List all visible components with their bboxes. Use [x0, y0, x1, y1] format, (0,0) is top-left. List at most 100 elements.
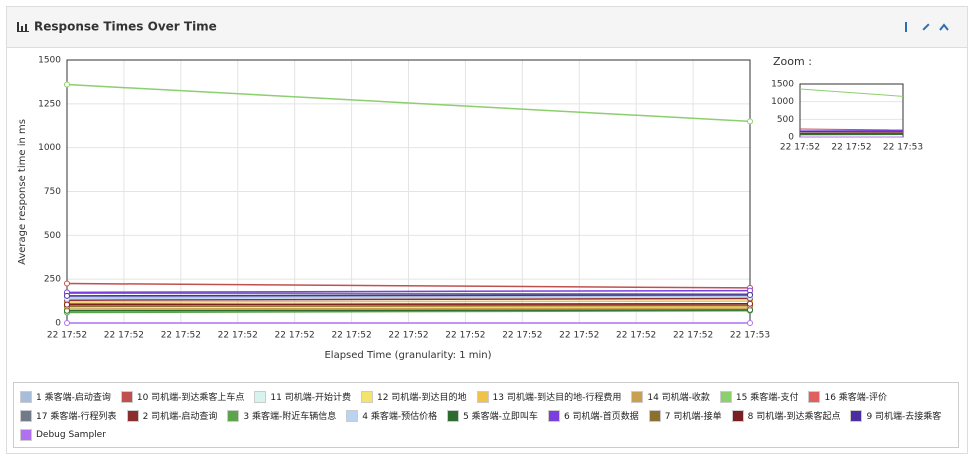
x-tick-label: 22 17:52 — [616, 331, 656, 341]
point — [64, 81, 70, 88]
legend-label: 1 乘客端-启动查询 — [36, 393, 111, 403]
y-tick-label: 1250 — [38, 99, 61, 109]
series-line — [66, 295, 751, 300]
legend-label: 12 司机端-到达目的地 — [376, 393, 467, 403]
legend-item[interactable]: 5 乘客端-立即叫车 — [447, 409, 538, 422]
series-line — [66, 304, 751, 308]
zoom-title: Zoom : — [773, 55, 812, 68]
legend-item[interactable]: 12 司机端-到达目的地 — [360, 390, 467, 403]
x-tick-label: 22 17:52 — [104, 331, 144, 341]
x-axis-label: Elapsed Time (granularity: 1 min) — [324, 350, 491, 361]
legend-swatch — [126, 409, 139, 422]
legend-swatch — [20, 428, 32, 441]
legend-item[interactable]: 13 司机端-到达目的地-行程费用 — [476, 390, 622, 403]
legend-item[interactable]: 1 乘客端-启动查询 — [20, 390, 111, 403]
x-tick-label: 22 17:52 — [388, 331, 428, 341]
legend-swatch — [447, 409, 460, 422]
x-tick-label: 22 17:52 — [502, 331, 542, 341]
legend-item[interactable]: 2 司机端-启动查询 — [126, 409, 218, 422]
legend-item[interactable]: 14 司机端-收款 — [631, 390, 710, 403]
series-line — [799, 128, 904, 131]
legend-swatch — [360, 390, 373, 403]
series-line — [66, 282, 751, 289]
y-tick-label: 1500 — [771, 80, 794, 90]
legend-label: 8 司机端-到达乘客起点 — [747, 412, 841, 422]
legend-swatch — [476, 390, 489, 403]
legend-swatch — [254, 390, 267, 403]
chart: Response Times Over Time Zoom : Average … — [17, 20, 949, 361]
x-tick-label: 22 17:52 — [47, 331, 87, 341]
series-line — [66, 292, 751, 295]
legend-item[interactable]: 11 司机端-开始计费 — [254, 390, 351, 403]
series-line — [66, 289, 751, 294]
legend-label: 7 司机端-接单 — [664, 412, 722, 422]
legend-item[interactable]: 7 司机端-接单 — [648, 409, 722, 422]
series-line — [66, 300, 751, 303]
legend-swatch — [850, 409, 863, 422]
x-tick-label: 22 17:52 — [161, 331, 201, 341]
legend-item[interactable]: 15 乘客端-支付 — [719, 390, 799, 403]
y-tick-label: 1000 — [771, 97, 794, 107]
legend-swatch — [346, 409, 359, 422]
y-tick-label: 250 — [44, 275, 61, 285]
legend-item[interactable]: 3 乘客端-附近车辆信息 — [227, 409, 336, 422]
legend-swatch — [731, 409, 744, 422]
point — [747, 300, 753, 307]
legend-item[interactable]: 6 司机端-首页数据 — [547, 409, 639, 422]
series-line — [66, 297, 751, 301]
legend-label: 6 司机端-首页数据 — [563, 412, 639, 422]
y-tick-label: 750 — [44, 187, 61, 197]
legend-label: 2 司机端-启动查询 — [142, 412, 218, 422]
panel-tools[interactable] — [905, 22, 949, 32]
panel-header — [7, 7, 967, 48]
x-tick-label: 22 17:52 — [780, 143, 820, 153]
y-tick-label: 1000 — [38, 143, 61, 153]
point — [64, 320, 70, 326]
point — [747, 118, 753, 125]
legend-item[interactable]: 4 乘客端-预估价格 — [346, 409, 437, 422]
point — [64, 280, 70, 287]
x-tick-label: 22 17:53 — [883, 143, 923, 153]
series-line — [66, 294, 751, 297]
legend: 1 乘客端-启动查询 10 司机端-到达乘客上车点 11 司机端-开始计费 12 司机… — [13, 382, 959, 448]
legend-label: Debug Sampler — [36, 429, 106, 440]
legend-label: 14 司机端-收款 — [647, 393, 710, 403]
legend-swatch — [547, 409, 560, 422]
legend-label: 4 乘客端-预估价格 — [362, 412, 438, 422]
legend-swatch — [631, 390, 644, 403]
legend-label: 9 司机端-去接乘客 — [866, 412, 942, 422]
y-tick-label: 1500 — [38, 56, 61, 66]
y-axis-label: Average response time in ms — [17, 119, 28, 265]
legend-label: 13 司机端-到达目的地-行程费用 — [492, 393, 622, 403]
x-tick-label: 22 17:52 — [559, 331, 599, 341]
point — [747, 320, 753, 326]
series-line — [799, 88, 904, 97]
legend-swatch — [719, 390, 732, 403]
y-tick-label: 500 — [777, 115, 794, 125]
legend-item[interactable]: Debug Sampler — [20, 428, 106, 441]
point — [64, 292, 70, 299]
legend-item[interactable]: 10 司机端-到达乘客上车点 — [120, 390, 245, 403]
point — [747, 291, 753, 298]
legend-item[interactable]: 9 司机端-去接乘客 — [850, 409, 941, 422]
point — [64, 301, 70, 308]
chart-title: Response Times Over Time — [34, 20, 217, 34]
legend-label: 10 司机端-到达乘客上车点 — [136, 393, 245, 403]
legend-swatch — [808, 390, 821, 403]
series-line — [66, 83, 751, 123]
x-tick-label: 22 17:52 — [673, 331, 713, 341]
legend-label: 15 乘客端-支付 — [735, 393, 799, 403]
legend-item[interactable]: 17 乘客端-行程列表 — [20, 409, 117, 422]
y-tick-label: 0 — [788, 133, 794, 143]
legend-swatch — [227, 409, 240, 422]
series-line — [66, 307, 751, 310]
x-tick-label: 22 17:52 — [218, 331, 258, 341]
x-tick-label: 22 17:52 — [831, 143, 871, 153]
panel — [6, 6, 968, 454]
legend-item[interactable]: 16 乘客端-评价 — [808, 390, 887, 403]
legend-item[interactable]: 8 司机端-到达乘客起点 — [731, 409, 841, 422]
legend-swatch — [20, 390, 32, 403]
x-tick-label: 22 17:53 — [730, 331, 770, 341]
legend-label: 3 乘客端-附近车辆信息 — [243, 412, 337, 422]
